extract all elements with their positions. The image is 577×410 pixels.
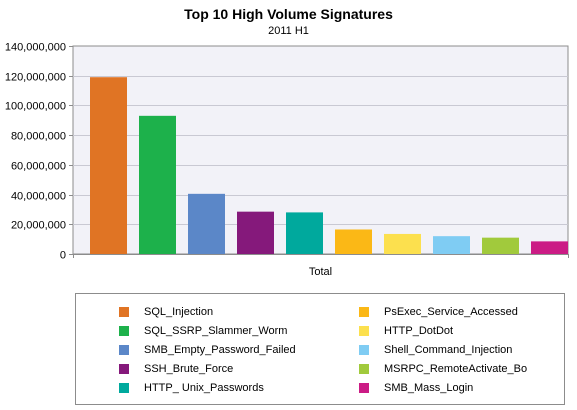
bar-chart: 0 20,000,000 40,000,000 60,000,000 80,000,00… bbox=[5, 42, 569, 278]
legend-swatch bbox=[359, 383, 369, 393]
legend-swatch bbox=[119, 383, 129, 393]
legend-swatch bbox=[359, 345, 369, 355]
y-tick-label: 80,000,000 bbox=[11, 131, 66, 143]
legend-label: HTTP_DotDot bbox=[384, 325, 454, 337]
legend-item: SQL_Injection bbox=[119, 304, 213, 320]
legend-label: PsExec_Service_Accessed bbox=[384, 306, 518, 318]
legend-item: SMB_Mass_Login bbox=[359, 380, 473, 396]
chart-legend: SQL_Injection SQL_SSRP_Slammer_Worm SMB_Em… bbox=[75, 293, 565, 405]
legend-item: HTTP_DotDot bbox=[359, 323, 453, 339]
y-tick-label: 140,000,000 bbox=[5, 42, 66, 54]
legend-item: PsExec_Service_Accessed bbox=[359, 304, 518, 320]
legend-swatch bbox=[359, 307, 369, 317]
legend-label: SQL_Injection bbox=[144, 306, 214, 318]
bar-8 bbox=[433, 236, 470, 254]
y-tick-label: 60,000,000 bbox=[11, 161, 66, 173]
y-tick-label: 40,000,000 bbox=[11, 191, 66, 203]
legend-item: SMB_Empty_Password_Failed bbox=[119, 342, 296, 358]
legend-label: SSH_Brute_Force bbox=[144, 363, 234, 375]
legend-swatch bbox=[119, 364, 129, 374]
legend-swatch bbox=[119, 326, 129, 336]
x-tick-label: Total bbox=[309, 266, 332, 278]
legend-label: Shell_Command_Injection bbox=[384, 344, 513, 356]
legend-swatch bbox=[359, 326, 369, 336]
legend-label: MSRPC_RemoteActivate_Bo bbox=[384, 363, 528, 375]
y-tick-label: 120,000,000 bbox=[5, 72, 66, 84]
y-tick-label: 100,000,000 bbox=[5, 101, 66, 113]
bar-9 bbox=[482, 237, 519, 254]
legend-item: Shell_Command_Injection bbox=[359, 342, 512, 358]
bar-5 bbox=[286, 212, 323, 254]
legend-item: HTTP_ Unix_Passwords bbox=[119, 380, 264, 396]
bar-7 bbox=[384, 233, 421, 254]
bar-3 bbox=[188, 193, 225, 254]
legend-item: SQL_SSRP_Slammer_Worm bbox=[119, 323, 287, 339]
legend-label: SMB_Mass_Login bbox=[384, 382, 474, 394]
bar-10 bbox=[531, 241, 568, 254]
legend-label: SQL_SSRP_Slammer_Worm bbox=[144, 325, 288, 337]
y-tick-label: 20,000,000 bbox=[11, 220, 66, 232]
bar-1 bbox=[90, 77, 127, 254]
legend-label: HTTP_ Unix_Passwords bbox=[144, 382, 264, 394]
bar-2 bbox=[139, 115, 176, 254]
legend-label: SMB_Empty_Password_Failed bbox=[144, 344, 296, 356]
y-tick-label: 0 bbox=[60, 250, 66, 262]
bar-4 bbox=[237, 211, 274, 254]
legend-swatch bbox=[119, 307, 129, 317]
legend-swatch bbox=[119, 345, 129, 355]
legend-swatch bbox=[359, 364, 369, 374]
legend-item: MSRPC_RemoteActivate_Bo bbox=[359, 361, 527, 377]
chart-title: Top 10 High Volume Signatures bbox=[184, 6, 393, 22]
bar-6 bbox=[335, 229, 372, 254]
chart-subtitle: 2011 H1 bbox=[268, 25, 309, 37]
legend-item: SSH_Brute_Force bbox=[119, 361, 233, 377]
